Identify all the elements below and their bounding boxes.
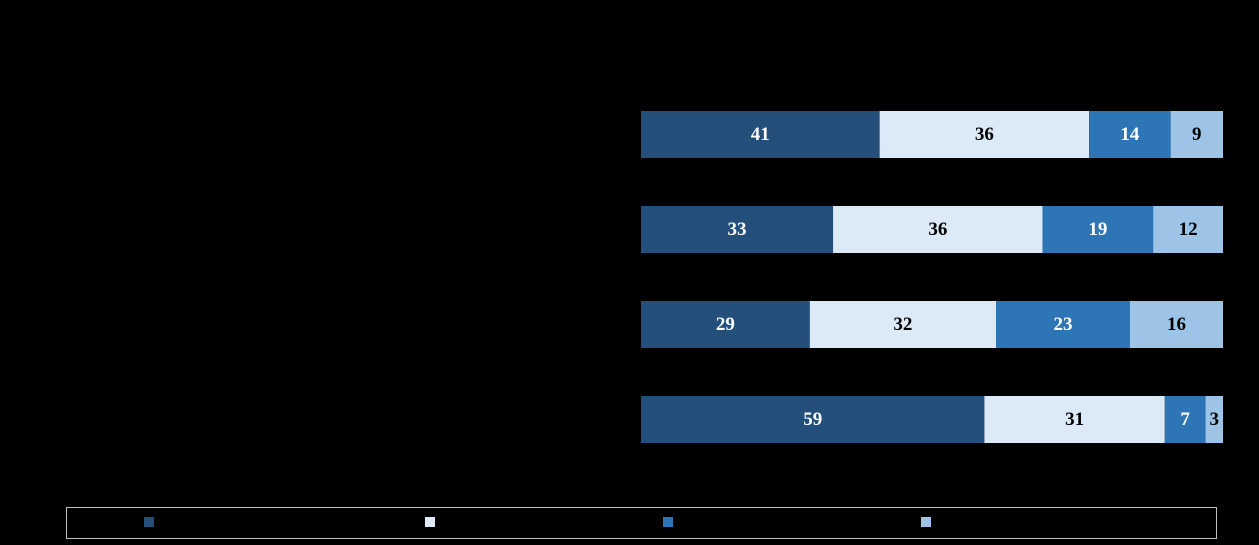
bar-segment xyxy=(879,111,1090,158)
bar-segment xyxy=(809,301,997,348)
bar-segment xyxy=(1164,396,1206,443)
data-label: 59 xyxy=(803,409,822,430)
bar-segment xyxy=(1205,396,1223,443)
bar-segment xyxy=(984,396,1165,443)
data-label: 3 xyxy=(1210,409,1220,430)
data-label: 9 xyxy=(1192,124,1202,145)
legend-swatch xyxy=(144,517,154,527)
data-label: 31 xyxy=(1065,409,1084,430)
data-label: 23 xyxy=(1053,314,1072,335)
data-label: 12 xyxy=(1179,219,1198,240)
bar-segment xyxy=(1042,206,1154,253)
data-label: 32 xyxy=(893,314,912,335)
bar-segment xyxy=(641,301,810,348)
legend-swatch xyxy=(921,517,931,527)
bar-segment xyxy=(1089,111,1171,158)
bar-segment xyxy=(1153,206,1223,253)
data-label: 7 xyxy=(1180,409,1190,430)
legend-swatch xyxy=(425,517,435,527)
data-label: 19 xyxy=(1088,219,1107,240)
bar-segment xyxy=(641,396,985,443)
bar-segment xyxy=(641,206,834,253)
bar-segment xyxy=(1170,111,1223,158)
bar-segment xyxy=(833,206,1043,253)
legend-swatch xyxy=(663,517,673,527)
data-label: 29 xyxy=(716,314,735,335)
data-label: 36 xyxy=(928,219,947,240)
data-label: 33 xyxy=(728,219,747,240)
data-label: 41 xyxy=(751,124,770,145)
data-label: 36 xyxy=(975,124,994,145)
legend-box xyxy=(66,507,1217,539)
data-label: 16 xyxy=(1167,314,1186,335)
bar-segment xyxy=(641,111,880,158)
bar-segment xyxy=(996,301,1130,348)
bar-segment xyxy=(1129,301,1223,348)
data-label: 14 xyxy=(1120,124,1140,145)
